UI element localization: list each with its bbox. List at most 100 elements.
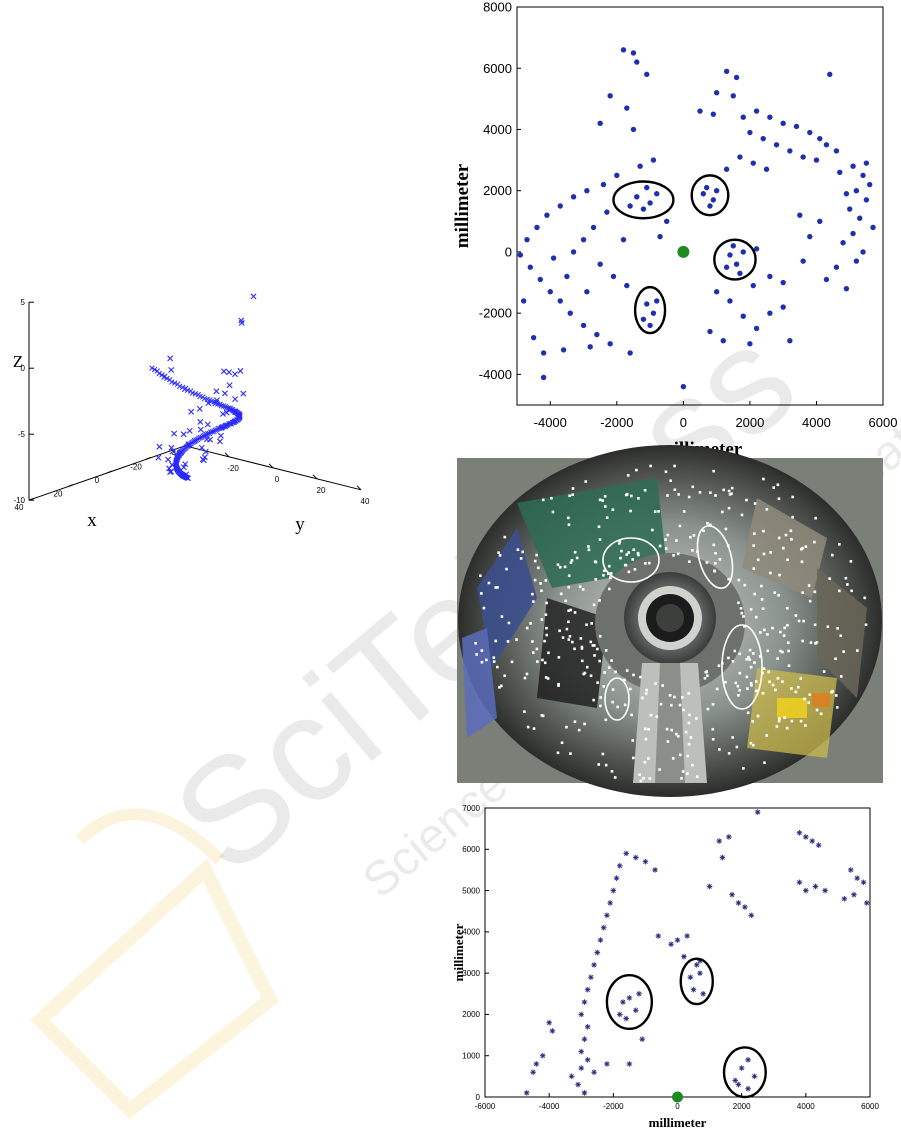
- feature-dot: [604, 718, 608, 722]
- feature-dot: [769, 551, 772, 554]
- feature-dot: [801, 639, 804, 643]
- origin-marker: [672, 1091, 683, 1103]
- feature-dot: [727, 506, 731, 510]
- feature-dot: [728, 493, 732, 496]
- data-point: [780, 304, 786, 310]
- feature-dot: [475, 653, 478, 656]
- data-point: [232, 396, 239, 403]
- feature-dot: [515, 638, 518, 641]
- data-point: [520, 298, 527, 304]
- data-point: [853, 258, 860, 264]
- feature-dot: [713, 562, 717, 565]
- x-tick-label: 2000: [735, 415, 764, 430]
- feature-dot: [531, 651, 535, 654]
- y-axis-label: millimeter: [451, 923, 466, 981]
- y-tick: [356, 485, 362, 491]
- feature-dot: [754, 680, 758, 683]
- data-point: [186, 427, 193, 434]
- feature-dot: [856, 649, 859, 652]
- feature-dot: [740, 611, 744, 615]
- y-tick-label: 6000: [483, 61, 512, 76]
- feature-dot: [687, 692, 691, 695]
- data-point: [216, 438, 223, 445]
- data-point: [197, 418, 204, 425]
- data-point: [173, 460, 180, 467]
- feature-dot: [779, 630, 782, 634]
- data-point: [751, 1073, 758, 1080]
- feature-dot: [718, 558, 722, 561]
- data-point: [803, 834, 809, 840]
- data-point: [733, 261, 740, 267]
- data-point: [750, 282, 756, 289]
- feature-dot: [525, 626, 529, 630]
- feature-dot: [494, 586, 498, 589]
- feature-dot: [503, 674, 506, 678]
- z-tick-label: -5: [18, 430, 26, 439]
- feature-dot: [607, 564, 611, 568]
- feature-dot: [758, 655, 762, 658]
- feature-dot: [497, 551, 500, 554]
- data-point: [192, 438, 198, 445]
- feature-dot: [500, 615, 504, 618]
- data-point: [223, 405, 230, 411]
- feature-dot: [727, 656, 730, 660]
- data-point: [604, 912, 610, 919]
- data-point: [613, 875, 620, 881]
- feature-dot: [706, 707, 710, 711]
- data-point: [640, 206, 647, 212]
- feature-dot: [589, 674, 593, 678]
- feature-dot: [804, 724, 807, 727]
- feature-dot: [742, 615, 745, 618]
- feature-dot: [625, 553, 629, 556]
- feature-dot: [676, 734, 680, 738]
- data-point: [168, 444, 175, 451]
- data-point: [220, 368, 227, 375]
- feature-dot: [753, 502, 757, 505]
- feature-dot: [835, 706, 839, 709]
- feature-dot: [580, 645, 584, 649]
- data-point: [201, 396, 208, 402]
- feature-dot: [590, 622, 593, 625]
- data-point: [693, 962, 700, 968]
- data-point: [570, 194, 577, 200]
- feature-dot: [864, 623, 868, 627]
- feature-dot: [556, 563, 560, 567]
- y-tick-label: -20: [227, 464, 239, 473]
- data-point: [211, 428, 217, 435]
- feature-dot: [682, 708, 685, 712]
- data-point: [738, 1065, 745, 1071]
- feature-dot: [643, 488, 647, 492]
- y-tick-label: 2000: [483, 183, 512, 198]
- data-point: [860, 172, 866, 179]
- data-point: [823, 142, 830, 148]
- data-point: [866, 181, 873, 188]
- data-point: [730, 93, 736, 99]
- data-point: [655, 933, 662, 939]
- data-point: [627, 203, 633, 209]
- feature-dot: [629, 687, 632, 691]
- data-point: [754, 809, 761, 815]
- feature-dot: [657, 510, 660, 513]
- data-point: [727, 298, 733, 304]
- feature-dot: [544, 676, 548, 679]
- feature-dot: [496, 586, 499, 589]
- data-point: [723, 68, 730, 74]
- feature-dot: [510, 660, 514, 664]
- feature-dot: [814, 516, 817, 520]
- feature-dot: [632, 548, 636, 552]
- feature-dot: [669, 479, 672, 483]
- highlight-ellipse: [722, 1046, 767, 1099]
- feature-dot: [791, 495, 794, 499]
- data-point: [630, 50, 637, 56]
- feature-dot: [632, 673, 635, 677]
- feature-dot: [737, 578, 741, 582]
- feature-dot: [531, 600, 535, 603]
- feature-dot: [787, 649, 790, 653]
- y-tick-label: 8000: [483, 0, 512, 15]
- feature-dot: [482, 606, 486, 610]
- feature-dot: [578, 585, 582, 588]
- data-point: [737, 154, 743, 160]
- feature-dot: [602, 569, 606, 573]
- data-point: [218, 425, 225, 431]
- feature-dot: [686, 754, 690, 758]
